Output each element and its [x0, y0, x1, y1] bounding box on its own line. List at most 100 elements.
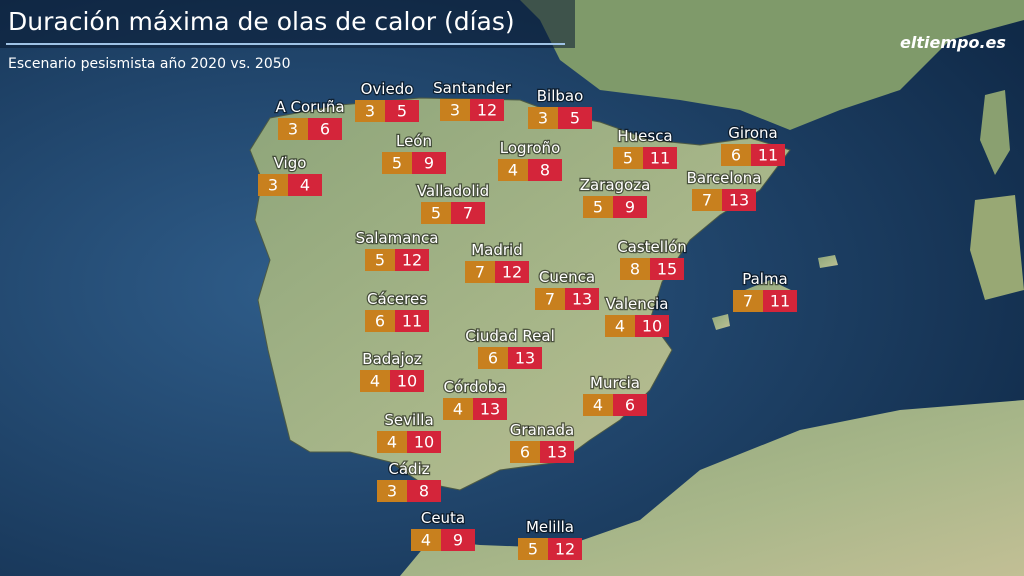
badge-2020 [377, 431, 407, 453]
value-2020: 3 [450, 101, 460, 120]
city-name: Granada [510, 421, 574, 439]
value-2050: 12 [477, 101, 497, 120]
badge-2020 [518, 538, 548, 560]
value-2050: 5 [397, 102, 407, 121]
badge-2050 [470, 99, 504, 121]
menorca [818, 255, 838, 268]
badge-2050 [308, 118, 342, 140]
badge-2050 [441, 529, 475, 551]
value-2020: 7 [475, 263, 485, 282]
city-name: Melilla [526, 518, 574, 536]
value-2020: 4 [508, 161, 518, 180]
badge-2050 [763, 290, 797, 312]
value-2020: 7 [702, 191, 712, 210]
value-2050: 8 [540, 161, 550, 180]
value-2050: 7 [463, 204, 473, 223]
badge-2050 [558, 107, 592, 129]
city-name: Vigo [274, 154, 307, 172]
badge-2020 [733, 290, 763, 312]
value-2020: 4 [370, 372, 380, 391]
value-2020: 3 [288, 120, 298, 139]
badge-2050 [722, 189, 756, 211]
city-name: Castellón [617, 238, 687, 256]
value-2020: 4 [615, 317, 625, 336]
city-name: Valladolid [417, 182, 489, 200]
value-2020: 5 [623, 149, 633, 168]
badge-2020 [421, 202, 451, 224]
badge-2050 [385, 100, 419, 122]
city-name: Girona [728, 124, 778, 142]
value-2020: 4 [387, 433, 397, 452]
badge-2050 [508, 347, 542, 369]
value-2020: 5 [431, 204, 441, 223]
value-2050: 10 [414, 433, 434, 452]
badge-2050 [548, 538, 582, 560]
badge-2020 [365, 310, 395, 332]
badge-2020 [535, 288, 565, 310]
value-2050: 13 [729, 191, 749, 210]
value-2020: 5 [593, 198, 603, 217]
value-2020: 3 [268, 176, 278, 195]
badge-2050 [495, 261, 529, 283]
badge-2050 [613, 196, 647, 218]
title-box [0, 0, 575, 48]
badge-2050 [473, 398, 507, 420]
badge-2050 [395, 310, 429, 332]
value-2020: 8 [630, 260, 640, 279]
title: Duración máxima de olas de calor (días) [8, 7, 515, 36]
badge-2050 [451, 202, 485, 224]
value-2050: 4 [300, 176, 310, 195]
value-2050: 12 [555, 540, 575, 559]
badge-2050 [528, 159, 562, 181]
city-name: A Coruña [275, 98, 344, 116]
city-name: Barcelona [687, 169, 762, 187]
city-name: Salamanca [356, 229, 439, 247]
city-labels: A Coruña 3 6 Oviedo 3 5 Santander 3 12 Bilbao 3 5 Le… [258, 78, 797, 560]
city-name: Córdoba [444, 378, 507, 396]
badge-2020 [620, 258, 650, 280]
badge-2050 [407, 480, 441, 502]
value-2050: 12 [502, 263, 522, 282]
value-2050: 15 [657, 260, 677, 279]
city-name: Madrid [471, 241, 523, 259]
badge-2020 [355, 100, 385, 122]
value-2050: 13 [547, 443, 567, 462]
value-2050: 5 [570, 109, 580, 128]
ibiza [712, 314, 730, 330]
badge-2020 [692, 189, 722, 211]
badge-2020 [360, 370, 390, 392]
value-2020: 7 [545, 290, 555, 309]
badge-2020 [721, 144, 751, 166]
city-name: Cuenca [539, 268, 595, 286]
city-name: Ceuta [421, 509, 465, 527]
africa [400, 400, 1024, 576]
city-name: Valencia [606, 295, 669, 313]
badge-2050 [565, 288, 599, 310]
city-name: Bilbao [537, 87, 584, 105]
badge-2020 [498, 159, 528, 181]
logo: eltiempo.es [900, 33, 1006, 52]
value-2050: 11 [402, 312, 422, 331]
badge-2050 [395, 249, 429, 271]
badge-2020 [478, 347, 508, 369]
value-2050: 9 [625, 198, 635, 217]
value-2050: 13 [572, 290, 592, 309]
value-2050: 9 [453, 531, 463, 550]
value-2050: 6 [320, 120, 330, 139]
value-2020: 7 [743, 292, 753, 311]
badge-2020 [443, 398, 473, 420]
badge-2020 [365, 249, 395, 271]
value-2050: 11 [770, 292, 790, 311]
city-name: Palma [742, 270, 788, 288]
city-name: Santander [433, 79, 512, 97]
value-2020: 3 [387, 482, 397, 501]
badge-2050 [650, 258, 684, 280]
city-name: Zaragoza [580, 176, 651, 194]
value-2020: 4 [593, 396, 603, 415]
value-2050: 6 [625, 396, 635, 415]
city-name: Badajoz [362, 350, 422, 368]
value-2050: 11 [650, 149, 670, 168]
city-name: Murcia [590, 374, 640, 392]
value-2020: 5 [375, 251, 385, 270]
